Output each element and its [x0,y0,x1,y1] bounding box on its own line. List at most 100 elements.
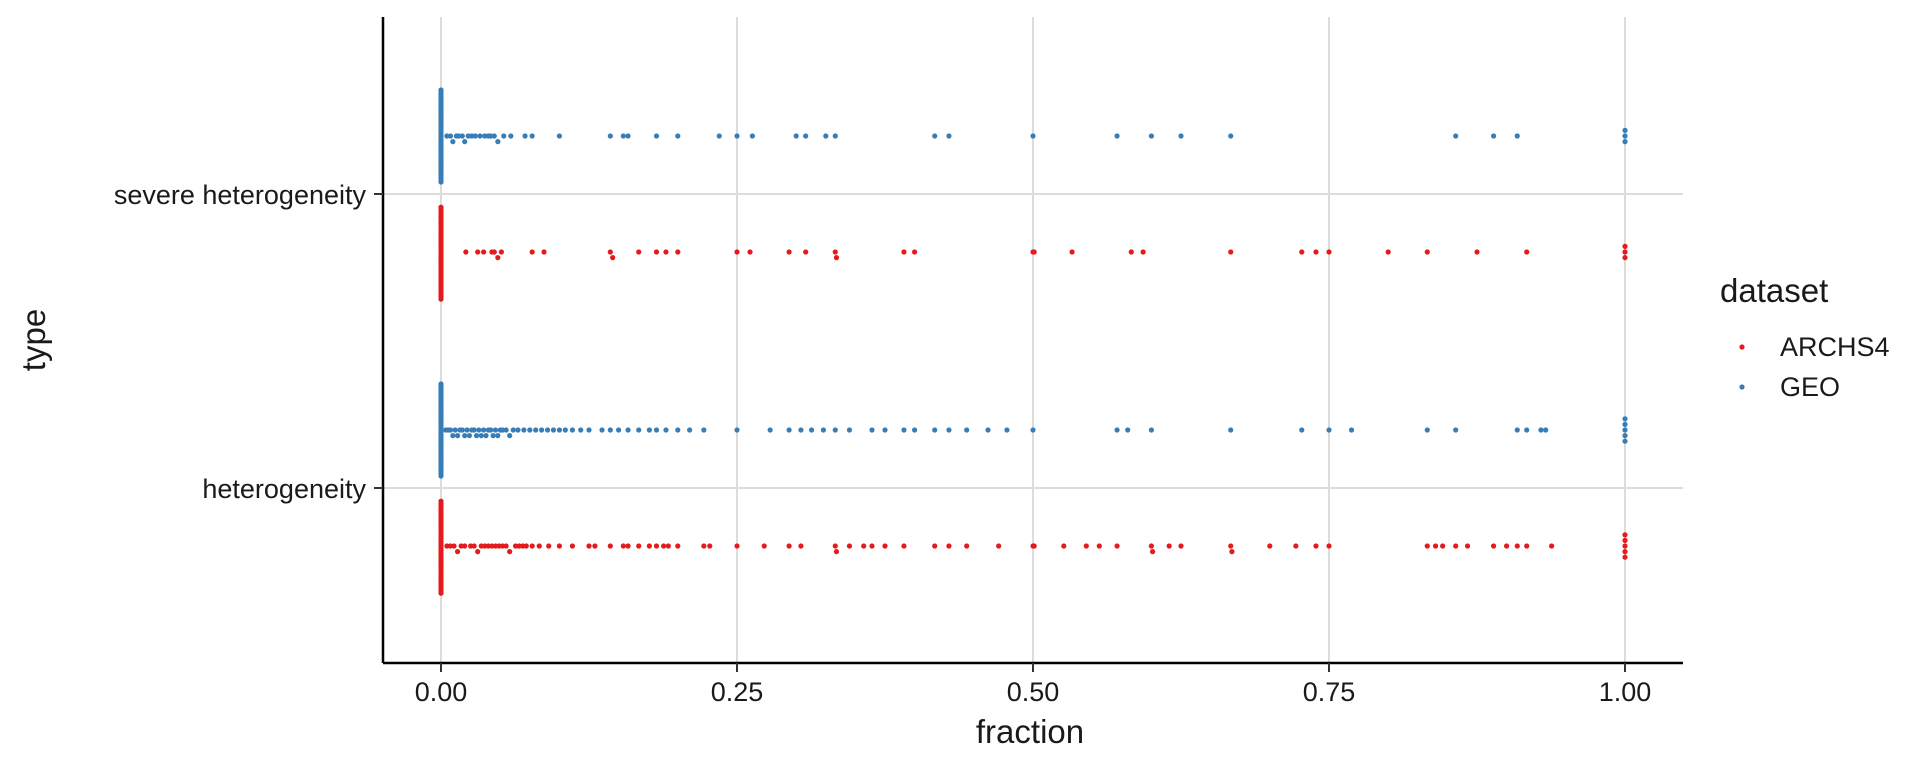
data-point-archs4 [761,543,767,549]
tick-labels: 0.00 0.25 0.50 0.75 1.00 severe heterogeneity… [114,180,1651,707]
data-point-archs4 [546,543,552,549]
data-point-geo [620,133,626,139]
data-point-archs4 [1622,243,1628,249]
data-point-archs4 [536,543,542,549]
data-point-archs4 [734,249,740,255]
data-point-archs4 [1464,543,1471,549]
data-point-geo [492,427,499,433]
data-point-archs4 [663,249,669,255]
data-point-geo [1622,416,1628,422]
data-point-archs4 [556,543,563,549]
legend-label-geo: GEO [1780,372,1840,402]
data-point-archs4 [607,249,613,255]
data-point-archs4 [653,543,660,549]
data-point-archs4 [1299,249,1305,255]
data-point-geo [653,427,660,433]
data-point-geo [786,427,792,433]
data-point-archs4 [625,543,631,549]
data-point-geo [466,433,473,439]
data-point-archs4 [495,255,501,261]
data-point-geo [846,427,853,433]
data-point-geo [483,433,489,439]
data-point-geo [527,427,533,433]
data-point-geo [556,133,563,139]
data-point-archs4 [701,543,707,549]
data-point-geo [1148,133,1154,139]
data-point-archs4 [1178,543,1184,549]
data-point-archs4 [481,249,487,255]
data-point-geo [1490,133,1497,139]
data-point-archs4 [1228,543,1234,549]
data-point-archs4 [964,543,970,549]
data-point-geo [488,427,494,433]
data-point-geo [675,133,681,139]
data-point-geo [438,87,444,93]
data-point-archs4 [1228,249,1234,255]
data-point-archs4 [1083,543,1089,549]
data-point-archs4 [438,296,444,302]
data-point-archs4 [475,249,481,255]
data-point-geo [869,427,875,433]
data-point-archs4 [451,543,457,549]
data-point-archs4 [1622,554,1628,560]
data-point-geo [793,133,799,139]
data-point-geo [450,139,456,145]
data-point-archs4 [1096,543,1102,549]
data-point-geo [1622,139,1628,145]
data-point-geo [1030,427,1036,433]
data-point-archs4 [1622,249,1628,255]
data-point-archs4 [869,543,875,549]
data-point-archs4 [491,249,497,255]
data-point-geo [646,427,652,433]
data-point-geo [1622,438,1628,444]
data-point-geo [663,427,669,433]
data-point-geo [550,427,557,433]
data-point-archs4 [798,543,804,549]
data-point-archs4 [1293,543,1299,549]
legend: dataset ARCHS4 GEO [1720,272,1890,402]
data-point-archs4 [882,543,888,549]
data-point-archs4 [454,549,461,555]
data-point-archs4 [1148,543,1154,549]
y-tick-label: heterogeneity [202,474,366,504]
data-point-geo [438,179,444,185]
data-point-geo [521,427,527,433]
data-point-geo [473,433,480,439]
data-point-archs4 [786,543,792,549]
data-point-archs4 [523,543,529,549]
data-point-geo [1004,427,1010,433]
data-point-geo [1148,427,1154,433]
data-point-geo [459,133,465,139]
data-point-geo [501,133,507,139]
data-point-geo [607,427,613,433]
data-point-archs4 [832,543,838,549]
data-point-geo [901,427,907,433]
data-point-geo [1424,427,1430,433]
data-point-archs4 [1267,543,1273,549]
data-point-archs4 [1622,537,1628,544]
data-point-geo [798,427,804,433]
data-point-archs4 [541,249,547,255]
data-point-archs4 [1326,249,1332,255]
data-point-geo [701,427,707,433]
data-point-archs4 [653,249,660,255]
legend-title: dataset [1720,272,1828,309]
y-tick-label: severe heterogeneity [114,180,367,210]
data-point-archs4 [1490,543,1497,549]
data-point-geo [478,433,484,439]
data-point-geo [1228,427,1234,433]
data-point-geo [464,427,470,433]
data-point-geo [932,133,938,139]
data-point-archs4 [833,255,840,261]
data-point-geo [476,427,482,433]
data-point-archs4 [932,543,938,549]
data-point-archs4 [707,543,713,549]
data-point-geo [734,133,740,139]
data-point-archs4 [475,549,481,555]
data-point-archs4 [498,249,504,255]
data-point-archs4 [463,249,469,255]
data-point-archs4 [1166,543,1172,549]
data-point-geo [447,133,454,139]
data-point-archs4 [1424,249,1430,255]
data-point-geo [1538,427,1544,433]
